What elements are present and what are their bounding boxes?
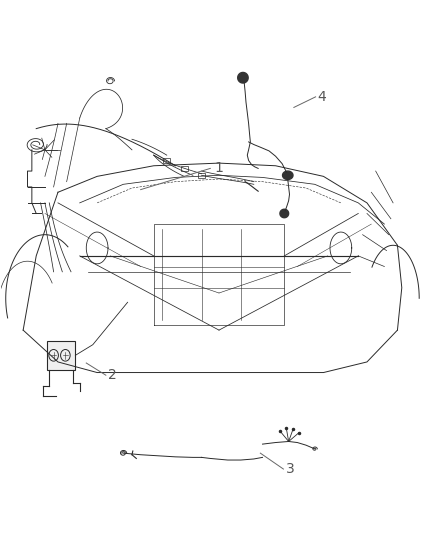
Text: 3: 3	[286, 462, 295, 476]
Bar	[181, 166, 187, 171]
Bar	[47, 341, 75, 370]
Text: 4: 4	[317, 90, 325, 104]
Text: 1: 1	[215, 161, 223, 175]
Bar	[163, 158, 170, 163]
Polygon shape	[238, 72, 248, 83]
Bar	[198, 173, 205, 178]
Polygon shape	[280, 209, 289, 217]
Polygon shape	[283, 171, 293, 180]
Text: 2: 2	[108, 368, 117, 382]
